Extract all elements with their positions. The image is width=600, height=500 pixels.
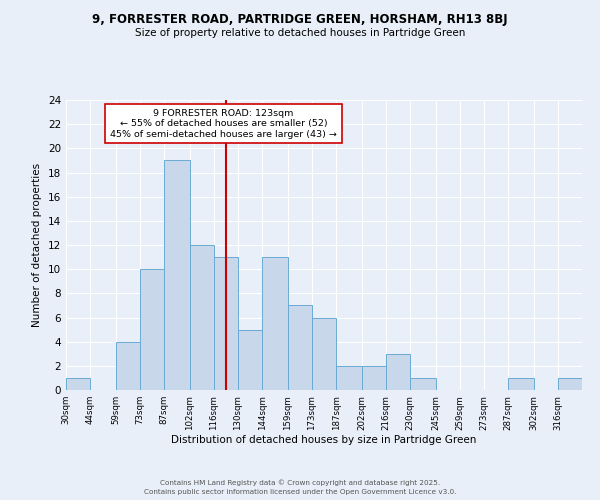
- Y-axis label: Number of detached properties: Number of detached properties: [32, 163, 43, 327]
- Bar: [386, 354, 410, 390]
- Bar: [262, 257, 288, 390]
- Bar: [140, 269, 164, 390]
- Bar: [288, 306, 312, 390]
- Bar: [362, 366, 386, 390]
- Text: Contains public sector information licensed under the Open Government Licence v3: Contains public sector information licen…: [144, 489, 456, 495]
- Bar: [238, 330, 262, 390]
- Bar: [558, 378, 582, 390]
- Bar: [508, 378, 534, 390]
- Bar: [116, 342, 140, 390]
- Bar: [410, 378, 436, 390]
- Text: 9 FORRESTER ROAD: 123sqm
← 55% of detached houses are smaller (52)
45% of semi-d: 9 FORRESTER ROAD: 123sqm ← 55% of detach…: [110, 108, 337, 138]
- Text: Size of property relative to detached houses in Partridge Green: Size of property relative to detached ho…: [135, 28, 465, 38]
- Bar: [164, 160, 190, 390]
- X-axis label: Distribution of detached houses by size in Partridge Green: Distribution of detached houses by size …: [172, 436, 476, 446]
- Bar: [312, 318, 336, 390]
- Bar: [214, 257, 238, 390]
- Bar: [66, 378, 90, 390]
- Text: 9, FORRESTER ROAD, PARTRIDGE GREEN, HORSHAM, RH13 8BJ: 9, FORRESTER ROAD, PARTRIDGE GREEN, HORS…: [92, 12, 508, 26]
- Bar: [190, 245, 214, 390]
- Bar: [336, 366, 362, 390]
- Text: Contains HM Land Registry data © Crown copyright and database right 2025.: Contains HM Land Registry data © Crown c…: [160, 480, 440, 486]
